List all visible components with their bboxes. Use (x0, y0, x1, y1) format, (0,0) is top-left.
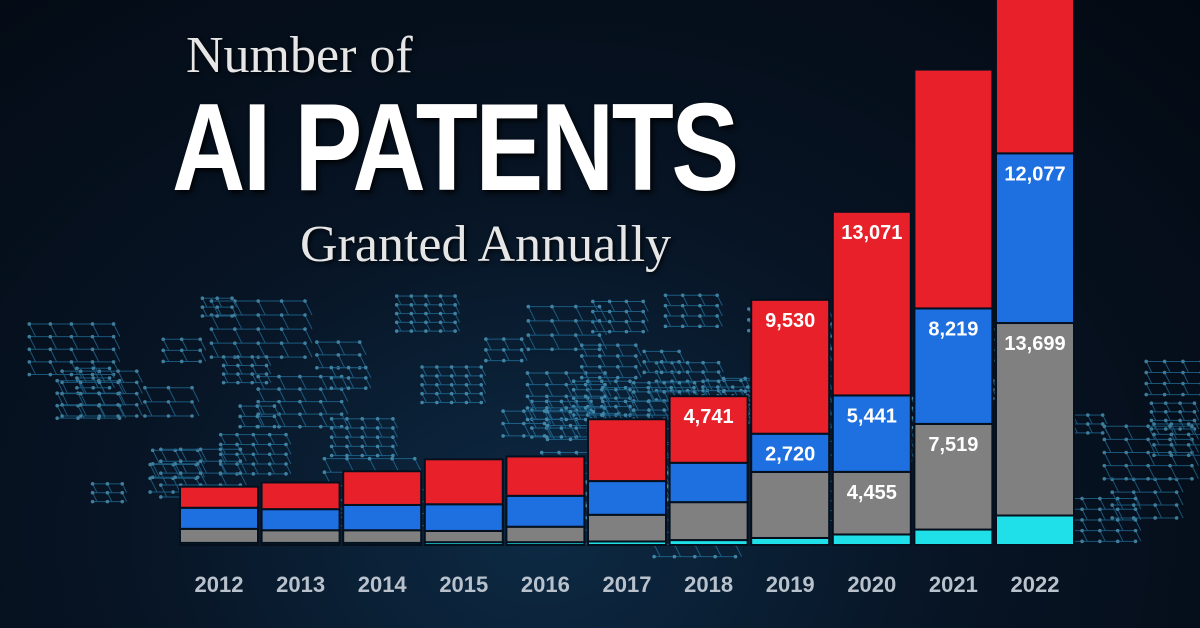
x-tick-label: 2012 (195, 572, 244, 597)
x-tick-label: 2018 (684, 572, 733, 597)
network-node-cluster (663, 293, 723, 329)
network-node-cluster (200, 296, 237, 318)
data-label: 12,077 (1004, 163, 1065, 185)
data-label: 9,530 (765, 310, 815, 332)
network-node-cluster (329, 416, 398, 458)
network-node-cluster (143, 385, 200, 418)
bar-2012 (179, 485, 259, 547)
x-tick-label: 2013 (276, 572, 325, 597)
network-node-cluster (394, 294, 460, 333)
bar-segment (260, 529, 341, 544)
bar-segment (587, 513, 667, 543)
bar-2021 (913, 68, 994, 546)
bar-segment (342, 503, 423, 532)
bar-segment (913, 68, 994, 310)
network-node-cluster (420, 365, 487, 405)
bar-segment (913, 528, 994, 546)
bar-2017 (587, 418, 667, 546)
x-tick-label: 2016 (521, 572, 570, 597)
network-node-cluster (60, 369, 143, 418)
bar-segment (750, 432, 831, 473)
bar-segment (260, 481, 341, 511)
network-node-cluster (27, 322, 121, 377)
title-main: AI PATENTS (172, 79, 739, 217)
x-tick-label: 2015 (439, 572, 488, 597)
bar-segment (668, 461, 749, 504)
bar-segment (831, 533, 912, 547)
bar-2022 (995, 0, 1075, 546)
data-label: 13,699 (1004, 333, 1065, 355)
network-node-cluster (209, 299, 313, 359)
bar-segment (750, 470, 831, 539)
bar-segment (668, 395, 749, 464)
network-node-cluster (484, 337, 528, 363)
bar-segment (995, 152, 1075, 325)
bar-segment (342, 529, 423, 544)
network-node-cluster (1152, 422, 1200, 458)
x-tick-label: 2017 (603, 572, 652, 597)
data-label: 4,741 (684, 406, 734, 428)
bar-segment (750, 298, 831, 435)
bar-segment (587, 418, 667, 483)
bar-segment (750, 536, 831, 546)
network-node-cluster (221, 355, 272, 385)
network-node-cluster (1149, 401, 1200, 431)
network-node-cluster (315, 340, 367, 370)
bar-2018 (668, 395, 749, 547)
bar-2014 (342, 470, 423, 547)
bar-segment (831, 394, 912, 473)
data-label: 7,519 (928, 434, 978, 456)
data-label: 5,441 (847, 405, 897, 427)
bar-segment (260, 508, 341, 532)
bar-segment (179, 506, 259, 530)
bar-segment (995, 0, 1075, 155)
x-tick-label: 2020 (847, 572, 896, 597)
bar-segment (505, 455, 586, 497)
bar-segment (668, 501, 749, 542)
title-line-3: Granted Annually (300, 216, 672, 273)
network-node-cluster (90, 482, 128, 504)
data-label: 8,219 (928, 318, 978, 340)
network-node-cluster (591, 299, 649, 334)
bar-segment (179, 527, 259, 544)
data-label: 13,071 (841, 222, 902, 244)
data-label: 2,720 (765, 444, 815, 466)
bar-segment (505, 494, 586, 528)
bar-2015 (423, 458, 504, 547)
data-label: 4,455 (847, 482, 897, 504)
network-node-cluster (642, 349, 685, 375)
bar-2013 (260, 481, 341, 547)
bar-2019 (750, 298, 831, 546)
title-line-1: Number of (186, 27, 413, 84)
x-tick-label: 2014 (358, 572, 408, 597)
x-tick-label: 2021 (929, 572, 978, 597)
bar-2020 (831, 210, 912, 547)
bar-segment (179, 485, 259, 509)
bar-segment (505, 525, 586, 544)
network-node-cluster (238, 404, 281, 429)
network-node-cluster (329, 365, 372, 391)
bar-segment (831, 470, 912, 536)
bar-segment (587, 480, 667, 516)
bar-segment (831, 210, 912, 397)
network-node-cluster (501, 409, 552, 438)
network-node-cluster (218, 432, 292, 476)
x-tick-label: 2019 (766, 572, 815, 597)
bar-segment (995, 514, 1075, 546)
x-tick-label: 2022 (1011, 572, 1060, 597)
network-node-cluster (526, 304, 608, 352)
bar-segment (423, 458, 504, 506)
network-node-cluster (579, 343, 642, 380)
bar-segment (423, 503, 504, 532)
bar-2016 (505, 455, 586, 547)
bar-segment (342, 470, 423, 506)
bar-segment (423, 529, 504, 544)
network-node-cluster (75, 366, 115, 390)
network-node-cluster (161, 337, 207, 364)
network-node-cluster (1144, 359, 1200, 397)
